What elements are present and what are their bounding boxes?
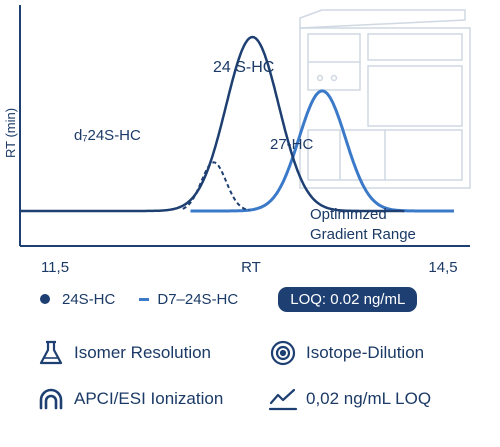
series-line-24s-hc <box>20 35 405 213</box>
peak-label-d7-24s-hc: d₇24S-HC <box>74 127 141 144</box>
feature-isotope-dilution: Isotope-Dilution <box>268 338 424 368</box>
x-tick-label-end: 14,5 <box>428 259 457 276</box>
feature-loq: 0,02 ng/mL LOQ <box>268 384 431 414</box>
loq-badge: LOQ: 0.02 ng/mL <box>278 286 418 312</box>
feature-label-isomer: Isomer Resolution <box>74 343 212 362</box>
legend-item-24s-hc: 24S-HC <box>40 291 115 308</box>
series-line-d7-24s-hc <box>190 89 454 213</box>
flask-icon <box>36 338 66 368</box>
legend-label-24s-hc: 24S-HC <box>62 290 116 308</box>
x-axis-label: RT <box>241 259 261 276</box>
legend: 24S-HC D7–24S-HC LOQ: 0.02 ng/mL <box>40 286 486 312</box>
feature-isomer-resolution: Isomer Resolution <box>36 338 211 368</box>
legend-item-d7-24s-hc: D7–24S-HC <box>139 291 238 308</box>
legend-dot-icon <box>40 294 50 304</box>
trend-line-icon <box>268 384 298 414</box>
feature-label-isotope: Isotope-Dilution <box>306 343 425 362</box>
legend-dash-icon <box>139 297 150 301</box>
instrument-illustration <box>299 9 471 189</box>
magnet-arc-icon <box>36 384 66 414</box>
peak-label-27-hc: 27-HC <box>270 136 314 153</box>
target-icon <box>268 338 298 368</box>
range-label-line1: Optimmzed <box>310 206 387 223</box>
peak-label-24s-hc: 24 S-HC <box>213 59 274 76</box>
range-label-line2: Gradient Range <box>310 226 416 243</box>
y-axis-label: RT (min) <box>3 108 18 158</box>
x-tick-label-start: 11,5 <box>41 259 69 276</box>
legend-label-d7-24s-hc: D7–24S-HC <box>157 290 239 308</box>
series-line-d7-24s-hc-dashed <box>182 161 250 212</box>
feature-label-ionization: APCI/ESI Ionization <box>74 389 224 408</box>
feature-apci-esi-ionization: APCI/ESI Ionization <box>36 384 223 414</box>
feature-label-loq: 0,02 ng/mL LOQ <box>306 389 432 408</box>
